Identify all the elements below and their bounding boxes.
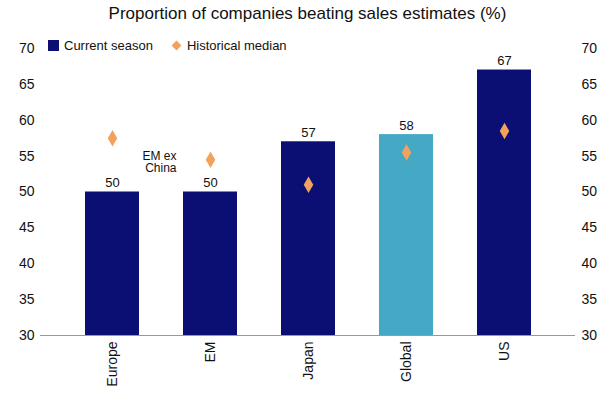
- svg-text:70: 70: [19, 40, 35, 56]
- svg-text:55: 55: [19, 148, 35, 164]
- svg-text:US: US: [496, 342, 512, 361]
- html-text:Historical median: Historical median: [186, 38, 287, 53]
- svg-text:50: 50: [105, 175, 119, 190]
- svg-text:50: 50: [19, 183, 35, 199]
- svg-text:60: 60: [582, 112, 598, 128]
- svg-text:57: 57: [301, 125, 315, 140]
- svg-text:35: 35: [582, 291, 598, 307]
- svg-text:Global: Global: [398, 342, 414, 382]
- html-text:Proportion of companies beatin: Proportion of companies beating sales es…: [108, 4, 507, 23]
- svg-text:35: 35: [19, 291, 35, 307]
- svg-text:70: 70: [582, 40, 598, 56]
- svg-text:40: 40: [19, 255, 35, 271]
- svg-text:45: 45: [582, 219, 598, 235]
- svg-text:55: 55: [582, 148, 598, 164]
- svg-text:30: 30: [19, 327, 35, 343]
- html-text:Current season: Current season: [64, 38, 153, 53]
- svg-text:EM: EM: [202, 342, 218, 363]
- svg-text:45: 45: [19, 219, 35, 235]
- svg-text:58: 58: [399, 118, 413, 133]
- svg-text:Europe: Europe: [104, 341, 120, 386]
- svg-text:EM exChina: EM exChina: [142, 149, 176, 175]
- svg-text:30: 30: [582, 327, 598, 343]
- svg-text:40: 40: [582, 255, 598, 271]
- svg-text:50: 50: [582, 183, 598, 199]
- svg-text:65: 65: [582, 76, 598, 92]
- svg-text:50: 50: [203, 175, 217, 190]
- svg-text:65: 65: [19, 76, 35, 92]
- svg-text:67: 67: [497, 53, 511, 68]
- svg-text:Japan: Japan: [300, 342, 316, 380]
- svg-text:60: 60: [19, 112, 35, 128]
